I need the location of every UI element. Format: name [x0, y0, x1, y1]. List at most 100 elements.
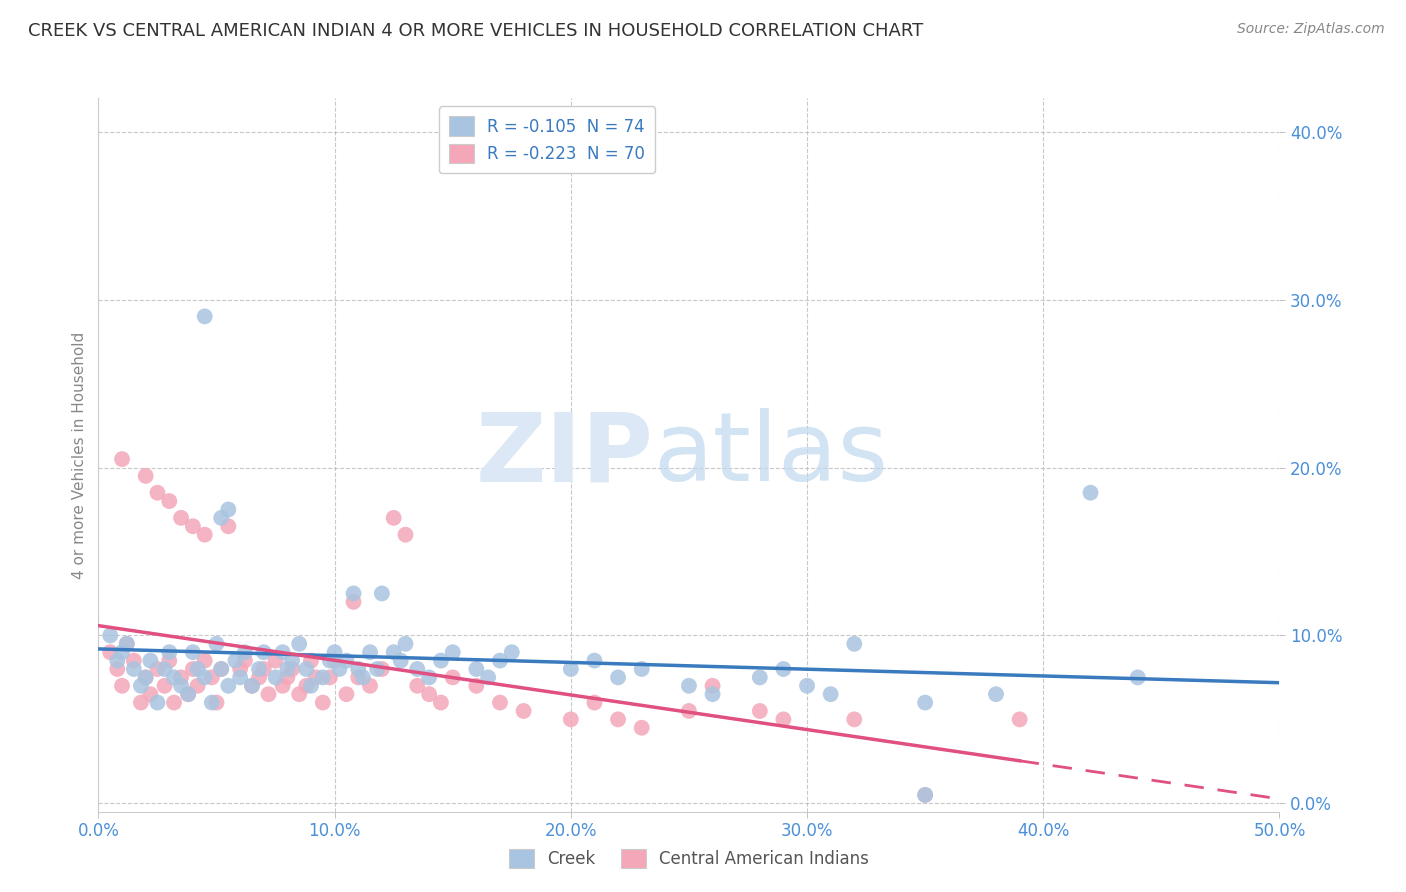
Point	[328, 662, 350, 676]
Point	[465, 679, 488, 693]
Point	[271, 645, 294, 659]
Point	[347, 662, 370, 676]
Point	[153, 679, 176, 693]
Point	[111, 452, 134, 467]
Point	[844, 712, 866, 726]
Point	[295, 679, 318, 693]
Point	[170, 679, 193, 693]
Point	[247, 670, 270, 684]
Point	[170, 670, 193, 684]
Point	[489, 696, 512, 710]
Point	[702, 687, 724, 701]
Point	[299, 654, 322, 668]
Point	[264, 670, 287, 684]
Point	[229, 662, 252, 676]
Point	[233, 645, 256, 659]
Point	[153, 662, 176, 676]
Point	[1126, 670, 1149, 684]
Point	[772, 662, 794, 676]
Point	[352, 670, 374, 684]
Point	[135, 670, 157, 684]
Point	[157, 645, 180, 659]
Point	[139, 654, 162, 668]
Text: Source: ZipAtlas.com: Source: ZipAtlas.com	[1237, 22, 1385, 37]
Point	[105, 662, 128, 676]
Point	[678, 679, 700, 693]
Point	[187, 662, 209, 676]
Point	[406, 679, 429, 693]
Point	[181, 645, 204, 659]
Point	[914, 788, 936, 802]
Point	[163, 696, 186, 710]
Point	[170, 511, 193, 525]
Point	[607, 712, 630, 726]
Point	[122, 654, 145, 668]
Point	[489, 654, 512, 668]
Point	[477, 670, 499, 684]
Point	[607, 670, 630, 684]
Point	[194, 654, 217, 668]
Point	[319, 654, 342, 668]
Point	[312, 696, 335, 710]
Point	[205, 696, 228, 710]
Point	[177, 687, 200, 701]
Point	[276, 662, 298, 676]
Point	[217, 502, 239, 516]
Point	[299, 679, 322, 693]
Point	[335, 687, 357, 701]
Point	[772, 712, 794, 726]
Point	[796, 679, 818, 693]
Point	[115, 637, 138, 651]
Legend: Creek, Central American Indians: Creek, Central American Indians	[502, 842, 876, 875]
Point	[359, 645, 381, 659]
Point	[205, 637, 228, 651]
Point	[229, 670, 252, 684]
Point	[253, 645, 276, 659]
Y-axis label: 4 or more Vehicles in Household: 4 or more Vehicles in Household	[72, 331, 87, 579]
Point	[430, 654, 453, 668]
Point	[181, 519, 204, 533]
Point	[583, 696, 606, 710]
Point	[560, 662, 582, 676]
Point	[253, 662, 276, 676]
Text: CREEK VS CENTRAL AMERICAN INDIAN 4 OR MORE VEHICLES IN HOUSEHOLD CORRELATION CHA: CREEK VS CENTRAL AMERICAN INDIAN 4 OR MO…	[28, 22, 924, 40]
Point	[115, 637, 138, 651]
Point	[406, 662, 429, 676]
Point	[984, 687, 1007, 701]
Point	[342, 586, 364, 600]
Point	[501, 645, 523, 659]
Point	[194, 310, 217, 324]
Point	[217, 679, 239, 693]
Point	[276, 670, 298, 684]
Point	[323, 645, 346, 659]
Point	[288, 687, 311, 701]
Point	[247, 662, 270, 676]
Point	[371, 586, 394, 600]
Point	[394, 527, 416, 541]
Point	[844, 637, 866, 651]
Point	[187, 679, 209, 693]
Point	[240, 679, 263, 693]
Point	[441, 670, 464, 684]
Point	[335, 654, 357, 668]
Point	[1080, 485, 1102, 500]
Point	[430, 696, 453, 710]
Point	[319, 670, 342, 684]
Point	[98, 645, 121, 659]
Point	[194, 670, 217, 684]
Point	[264, 654, 287, 668]
Point	[240, 679, 263, 693]
Point	[98, 628, 121, 642]
Point	[281, 662, 304, 676]
Point	[181, 662, 204, 676]
Point	[281, 654, 304, 668]
Point	[209, 662, 232, 676]
Point	[194, 527, 217, 541]
Point	[389, 654, 412, 668]
Point	[209, 511, 232, 525]
Point	[441, 645, 464, 659]
Point	[122, 662, 145, 676]
Point	[217, 519, 239, 533]
Point	[146, 485, 169, 500]
Point	[1008, 712, 1031, 726]
